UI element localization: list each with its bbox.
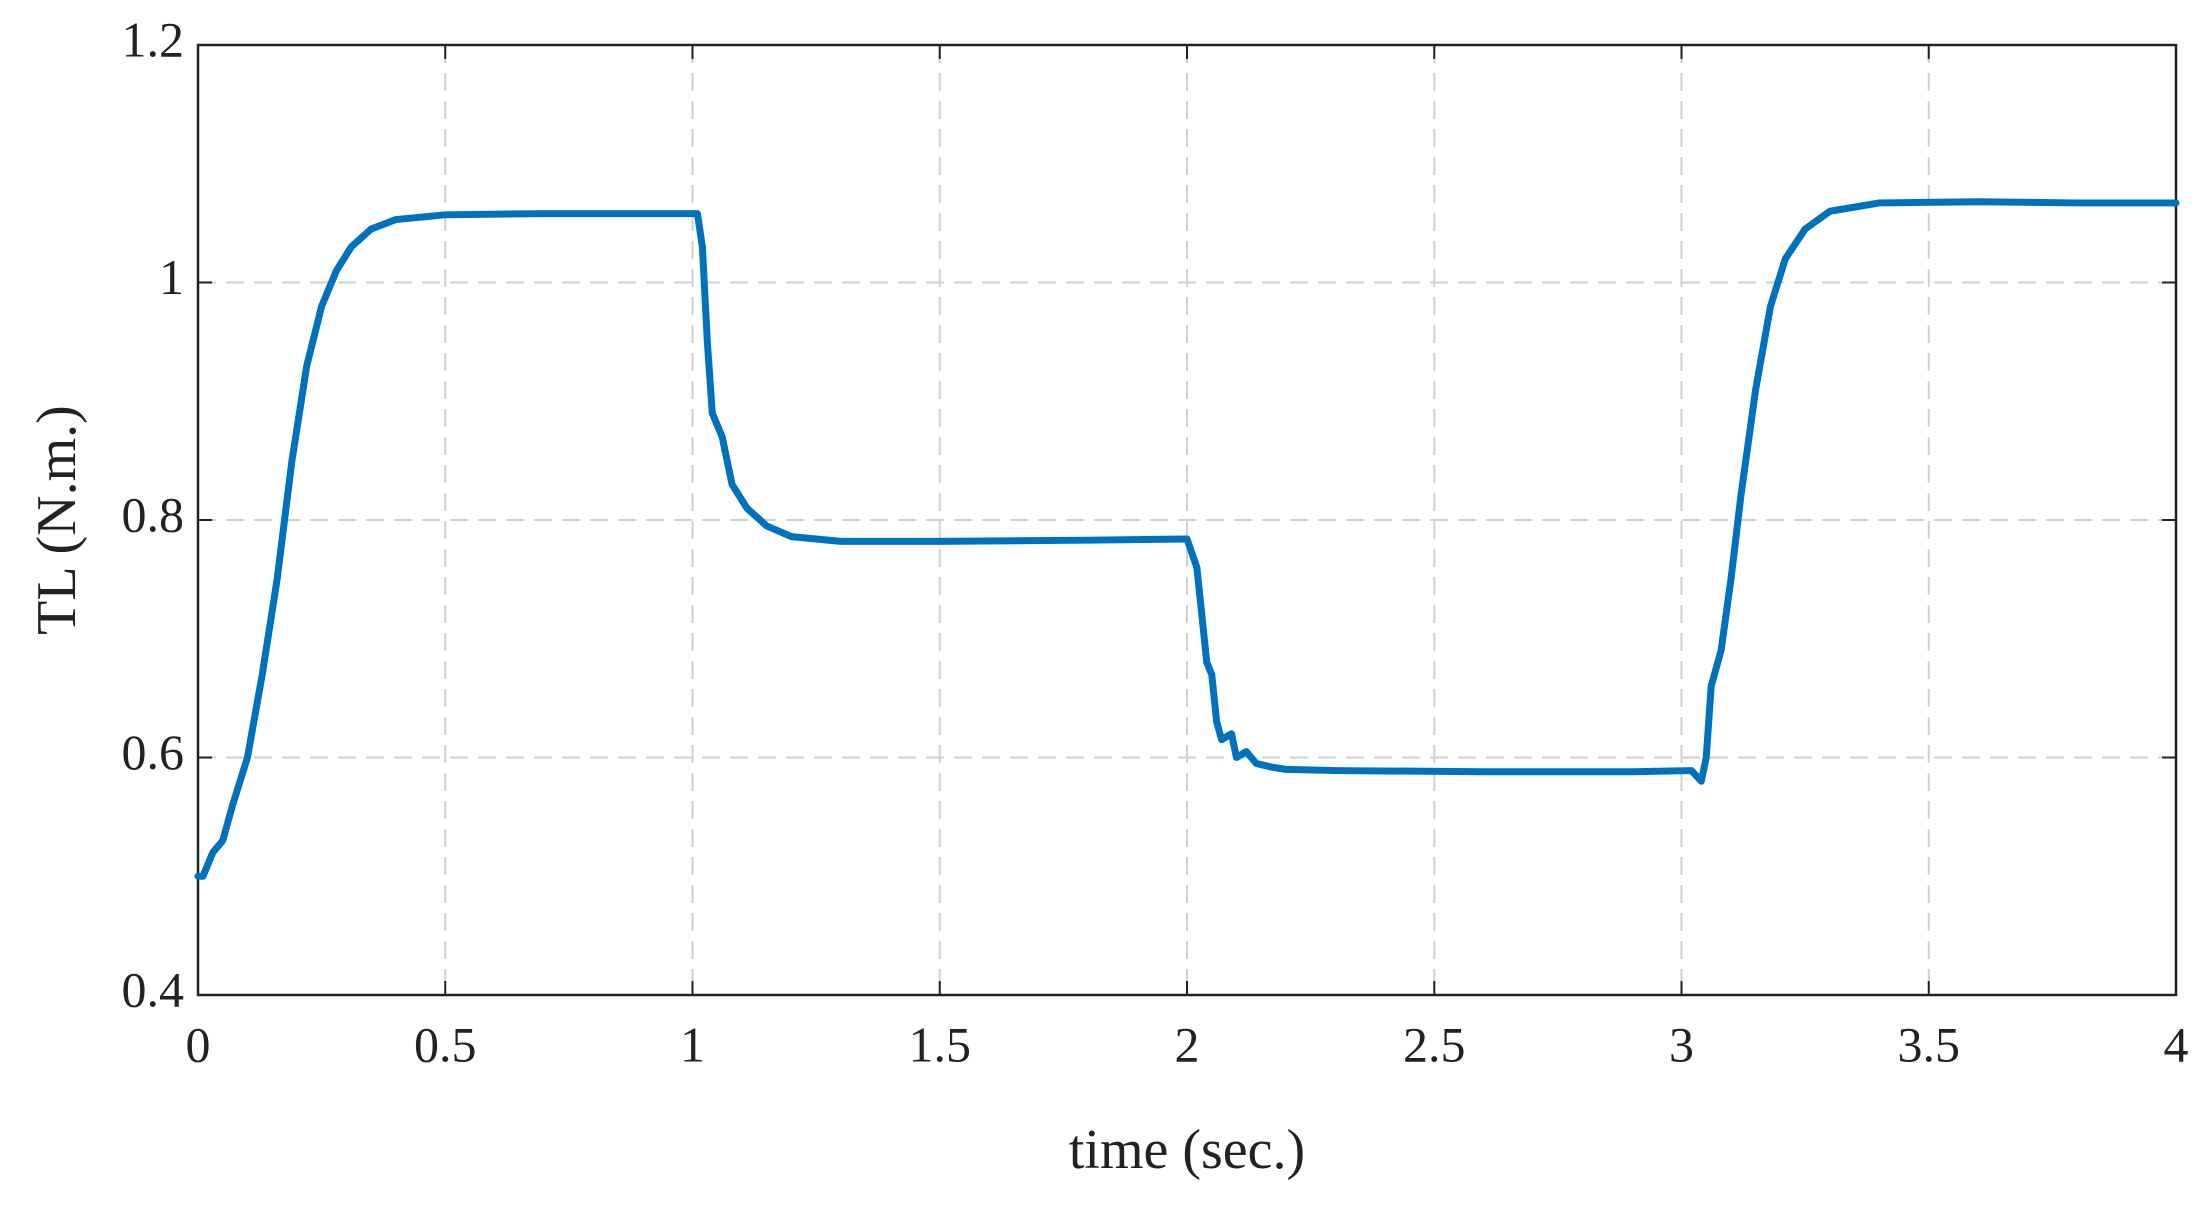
plot-frame bbox=[196, 43, 2178, 997]
x-tick-label: 2.5 bbox=[1403, 1016, 1466, 1072]
y-tick-label: 1.2 bbox=[122, 11, 185, 67]
y-tick-label: 1 bbox=[159, 249, 184, 305]
x-tick-label: 0 bbox=[186, 1016, 211, 1072]
data-line bbox=[194, 198, 2180, 880]
x-tick-label: 1.5 bbox=[909, 1016, 972, 1072]
y-tick-label: 0.6 bbox=[122, 724, 185, 780]
y-tick-label: 0.8 bbox=[122, 486, 185, 542]
x-tick-label: 2 bbox=[1175, 1016, 1200, 1072]
y-tick-label: 0.4 bbox=[122, 961, 185, 1017]
x-tick-label: 3 bbox=[1669, 1016, 1694, 1072]
x-tick-label: 0.5 bbox=[414, 1016, 477, 1072]
x-axis-label: time (sec.) bbox=[1069, 1119, 1305, 1181]
x-tick-label: 1 bbox=[680, 1016, 705, 1072]
x-tick-label: 4 bbox=[2164, 1016, 2189, 1072]
y-axis-label: TL (N.m.) bbox=[26, 405, 88, 635]
x-tick-label: 3.5 bbox=[1898, 1016, 1961, 1072]
